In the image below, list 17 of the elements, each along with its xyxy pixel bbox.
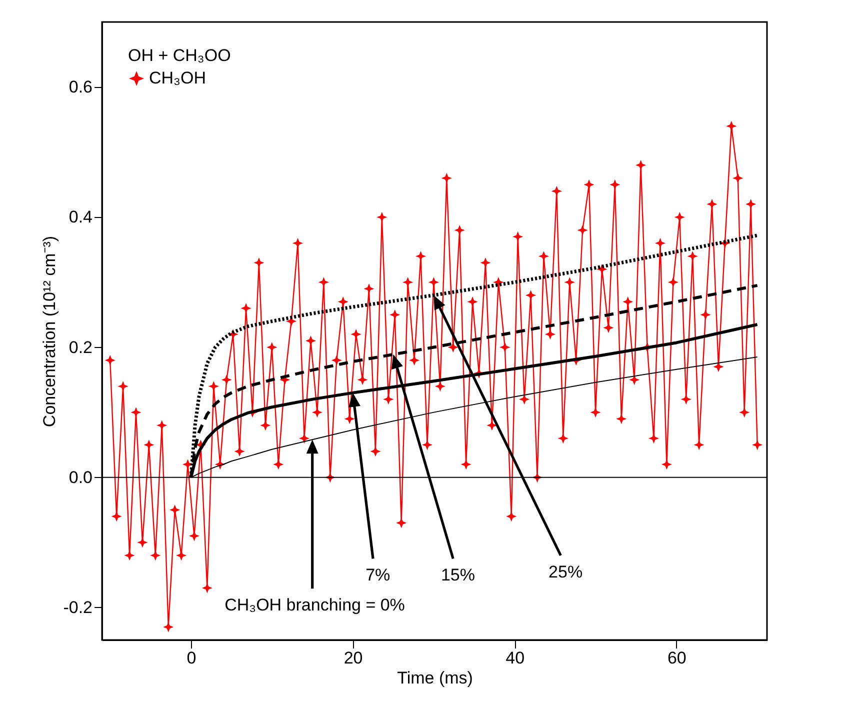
y-tick-label: -0.2 [63,598,92,617]
y-axis-title: Concentration (10¹² cm⁻³) [40,236,60,428]
legend-label: CH₃OH [149,68,206,88]
annotation: 7% [366,566,390,585]
y-tick-label: 0.2 [68,338,92,357]
annotation: 25% [548,562,583,582]
x-tick-label: 20 [344,648,363,668]
x-axis-title: Time (ms) [397,668,473,688]
x-tick-label: 0 [186,648,196,668]
x-tick-label: 40 [506,648,525,668]
y-tick-label: 0.4 [68,208,92,227]
x-tick-label: 60 [667,648,686,668]
annotation: 15% [440,566,475,585]
annotation: CH₃OH branching = 0% [224,596,405,615]
y-tick-label: 0.0 [68,468,92,487]
legend-title: OH + CH₃OO [128,46,231,65]
y-tick-label: 0.6 [68,78,92,97]
